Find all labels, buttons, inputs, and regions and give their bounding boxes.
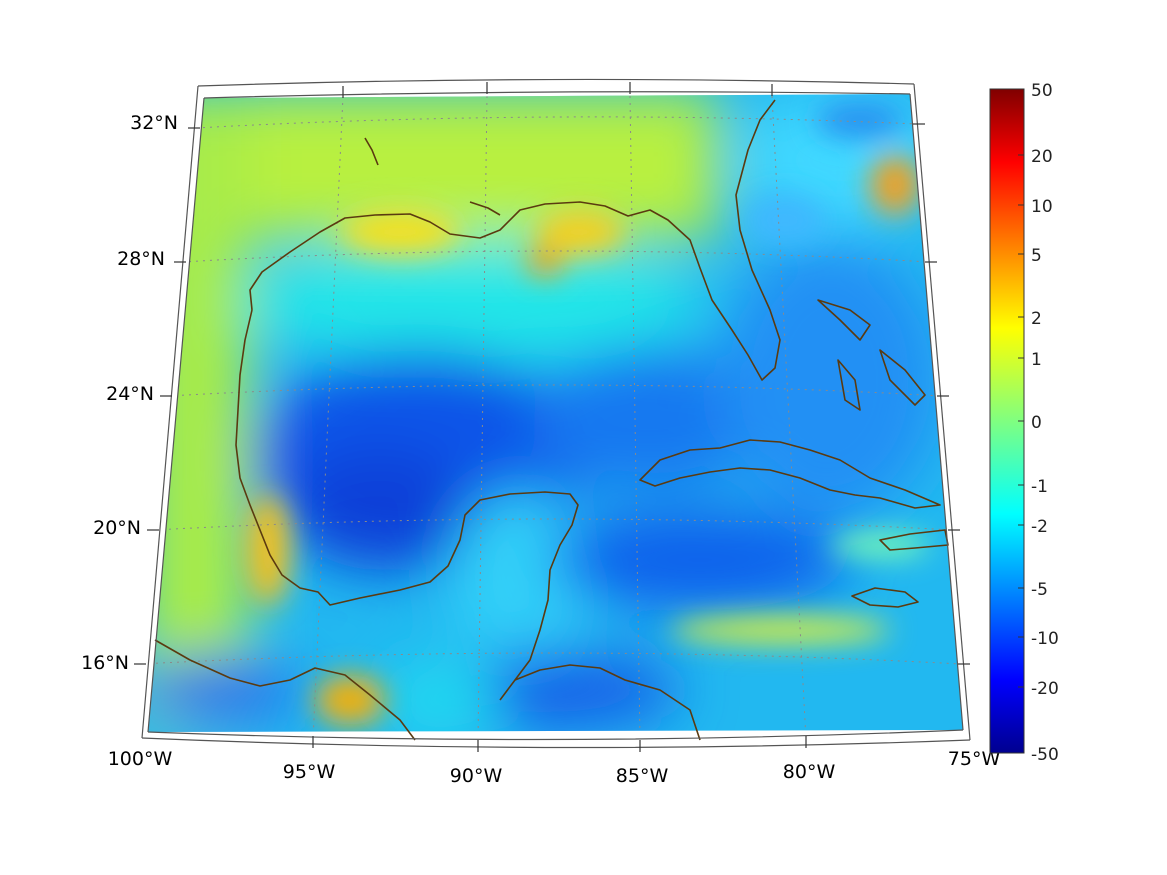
map-frame bbox=[141, 78, 971, 749]
colorbar-label: -1 bbox=[1031, 477, 1048, 497]
lat-labels: 32°N 28°N 24°N 20°N 16°N bbox=[81, 112, 178, 674]
lat-label-24n: 24°N bbox=[106, 383, 154, 405]
lat-label-28n: 28°N bbox=[117, 248, 165, 270]
colorbar: 50 20 10 5 2 1 0 -1 -2 -5 -10 -20 -50 bbox=[989, 81, 1059, 765]
colorbar-label: -20 bbox=[1031, 679, 1059, 699]
lon-label-80w: 80°W bbox=[783, 761, 836, 783]
coastline-gulf bbox=[249, 99, 781, 381]
lon-label-75w: 75°W bbox=[948, 748, 1001, 770]
colorbar-label: -2 bbox=[1031, 517, 1048, 537]
colorbar-label: -50 bbox=[1031, 745, 1059, 765]
colorbar-label: -10 bbox=[1031, 629, 1059, 649]
lon-labels: 100°W 95°W 90°W 85°W 80°W 75°W bbox=[108, 748, 1001, 787]
colorbar-label: 50 bbox=[1031, 81, 1053, 101]
lat-label-20n: 20°N bbox=[93, 517, 141, 539]
lon-label-85w: 85°W bbox=[616, 765, 669, 787]
colorbar-label: 20 bbox=[1031, 147, 1053, 167]
lon-label-90w: 90°W bbox=[450, 765, 503, 787]
colorbar-label: 0 bbox=[1031, 413, 1042, 433]
coastline-central-america bbox=[154, 639, 416, 741]
frame-ticks bbox=[134, 82, 970, 752]
lat-label-32n: 32°N bbox=[130, 112, 178, 134]
colorbar-label: 1 bbox=[1031, 350, 1042, 370]
data-field bbox=[148, 94, 963, 732]
colorbar-ticks bbox=[1018, 154, 1024, 688]
colorbar-label: 5 bbox=[1031, 246, 1042, 266]
lon-label-100w: 100°W bbox=[108, 748, 173, 770]
coastline-cuba bbox=[639, 439, 941, 509]
colorbar-label: 2 bbox=[1031, 309, 1042, 329]
coastlines bbox=[154, 99, 949, 741]
lon-label-95w: 95°W bbox=[283, 761, 336, 783]
coastline-mexico bbox=[235, 309, 579, 701]
colorbar-labels: 50 20 10 5 2 1 0 -1 -2 -5 -10 -20 -50 bbox=[1031, 81, 1059, 765]
colorbar-label: -5 bbox=[1031, 580, 1048, 600]
coastline-jamaica bbox=[851, 587, 919, 608]
colorbar-label: 10 bbox=[1031, 197, 1053, 217]
graticule bbox=[148, 95, 961, 732]
lat-label-16n: 16°N bbox=[81, 652, 129, 674]
